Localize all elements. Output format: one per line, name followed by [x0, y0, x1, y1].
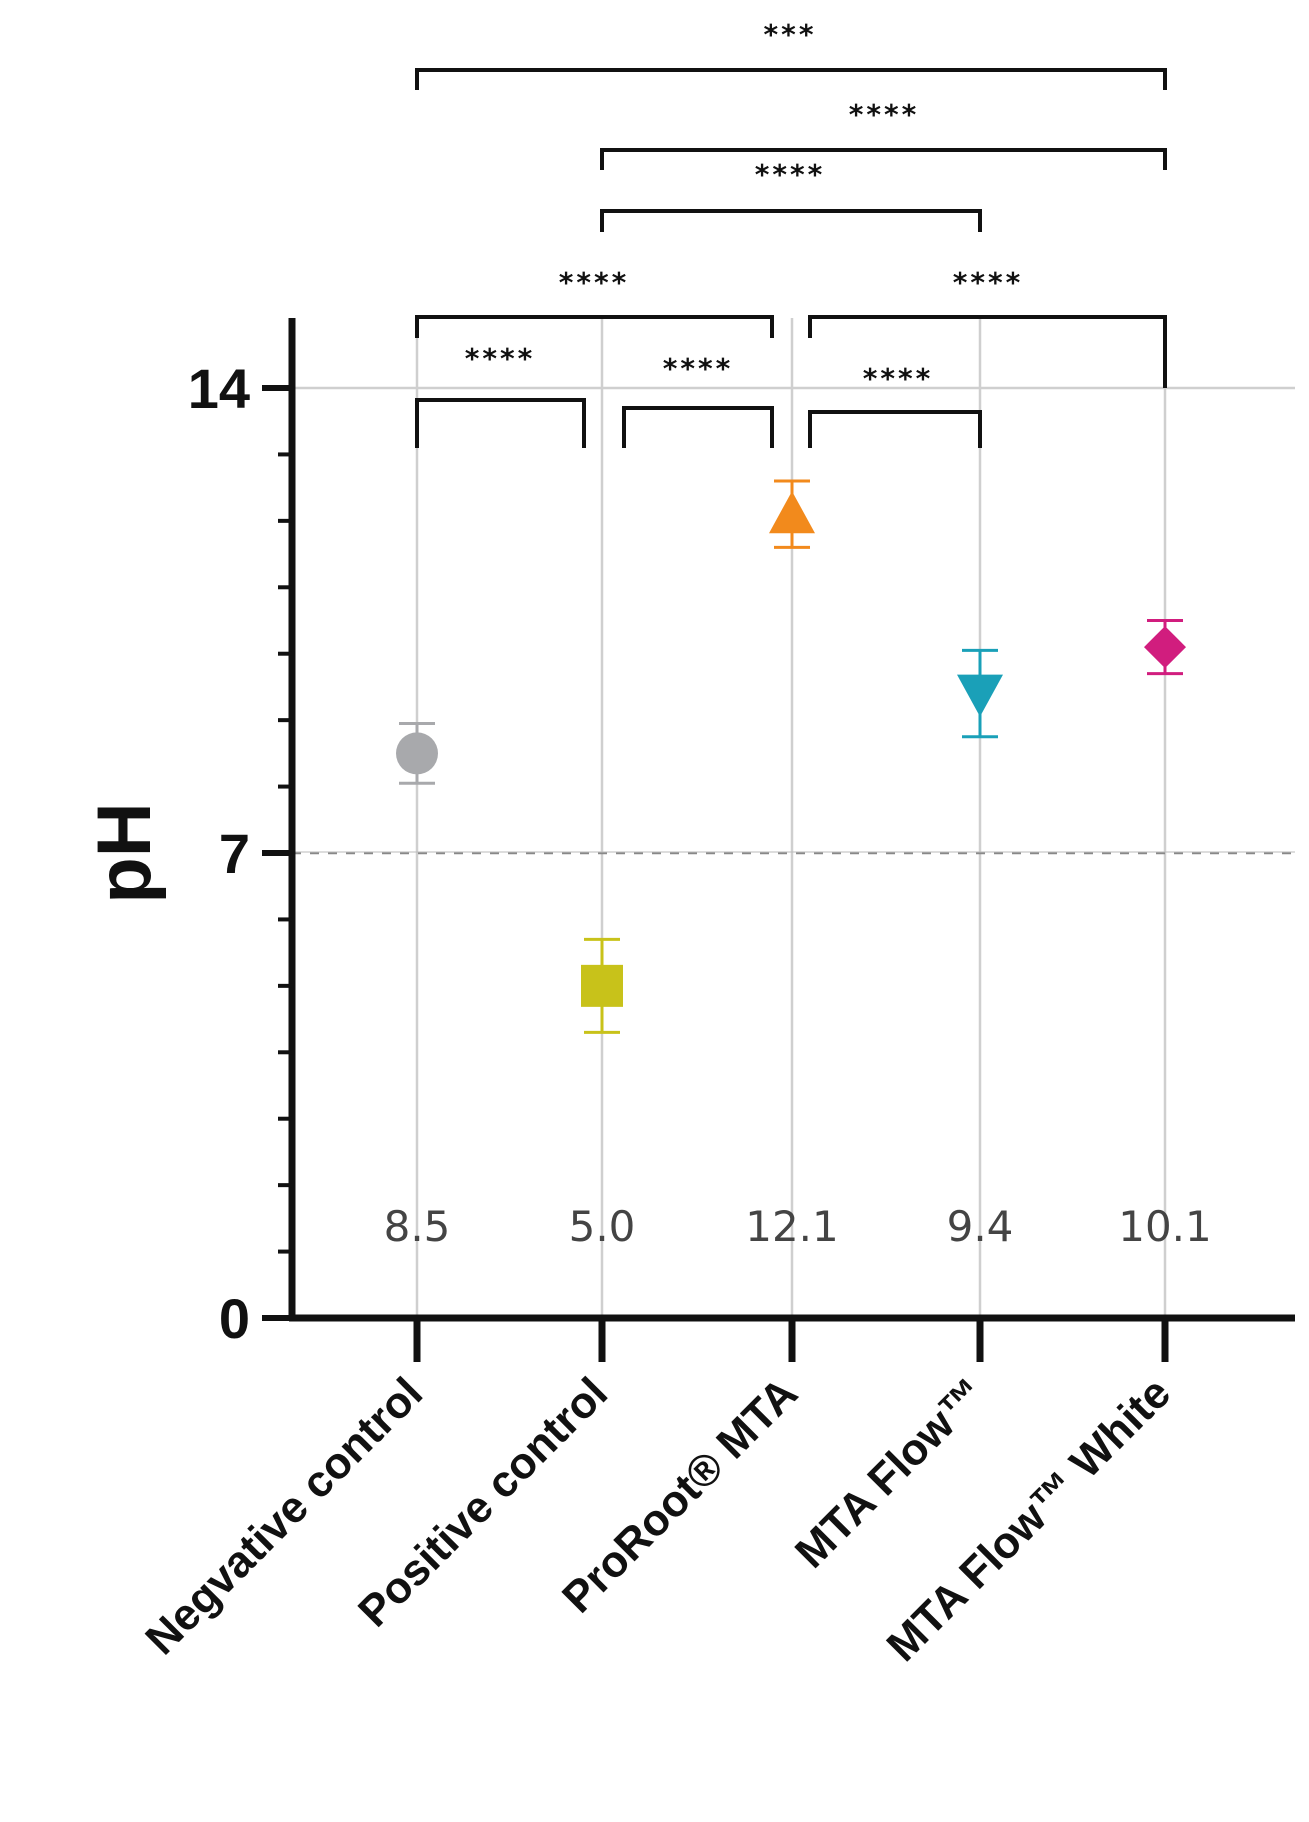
significance-bracket-7: ***	[415, 18, 1167, 90]
significance-bracket-6: ****	[600, 98, 1167, 170]
bracket-line-6	[600, 148, 1167, 170]
significance-bracket-2: ****	[808, 362, 982, 448]
significance-bracket-5: ****	[600, 158, 982, 232]
data-points	[396, 491, 1186, 1007]
bracket-line-5	[600, 209, 982, 232]
significance-bracket-1: ****	[622, 352, 774, 448]
significance-label-2: ****	[863, 362, 934, 395]
y-tick-label-1: 7	[219, 822, 250, 885]
category-label-3: MTA Flow™	[786, 1368, 995, 1577]
y-tick-label-0: 0	[219, 1287, 250, 1350]
value-label-4: 10.1	[1118, 1202, 1212, 1251]
bracket-line-3	[415, 315, 774, 338]
significance-label-7: ***	[764, 18, 817, 51]
bracket-line-2	[808, 410, 982, 448]
reference-line	[292, 851, 1295, 855]
significance-label-0: ****	[465, 342, 536, 375]
data-point-1	[581, 964, 623, 1007]
data-point-4	[1144, 626, 1186, 669]
significance-label-4: ****	[953, 266, 1024, 299]
significance-bracket-3: ****	[415, 266, 774, 338]
significance-label-6: ****	[849, 98, 920, 131]
significance-label-3: ****	[559, 266, 630, 299]
bracket-line-1	[622, 406, 774, 448]
y-tick-label-2: 14	[188, 357, 250, 420]
value-labels: 8.5 5.0 12.1 9.4 10.1	[384, 1202, 1212, 1251]
bracket-line-0	[415, 398, 586, 448]
significance-brackets: **** **** ******** ***************	[415, 18, 1167, 448]
data-point-3	[957, 674, 1003, 717]
significance-bracket-4: ****	[808, 266, 1167, 388]
significance-label-1: ****	[663, 352, 734, 385]
significance-label-5: ****	[755, 158, 826, 191]
y-ticks: 0 7 14	[188, 357, 292, 1350]
value-label-2: 12.1	[745, 1202, 839, 1251]
significance-bracket-0: ****	[415, 342, 586, 448]
x-ticks	[413, 1318, 1169, 1362]
value-label-1: 5.0	[569, 1202, 636, 1251]
gridlines	[292, 318, 1295, 1318]
data-point-0	[396, 732, 438, 775]
value-label-3: 9.4	[947, 1202, 1014, 1251]
value-label-0: 8.5	[384, 1202, 451, 1251]
data-point-2	[769, 491, 815, 534]
bracket-line-7	[415, 68, 1167, 90]
y-axis-label: pH	[82, 802, 167, 903]
bracket-line-4	[808, 315, 1167, 388]
